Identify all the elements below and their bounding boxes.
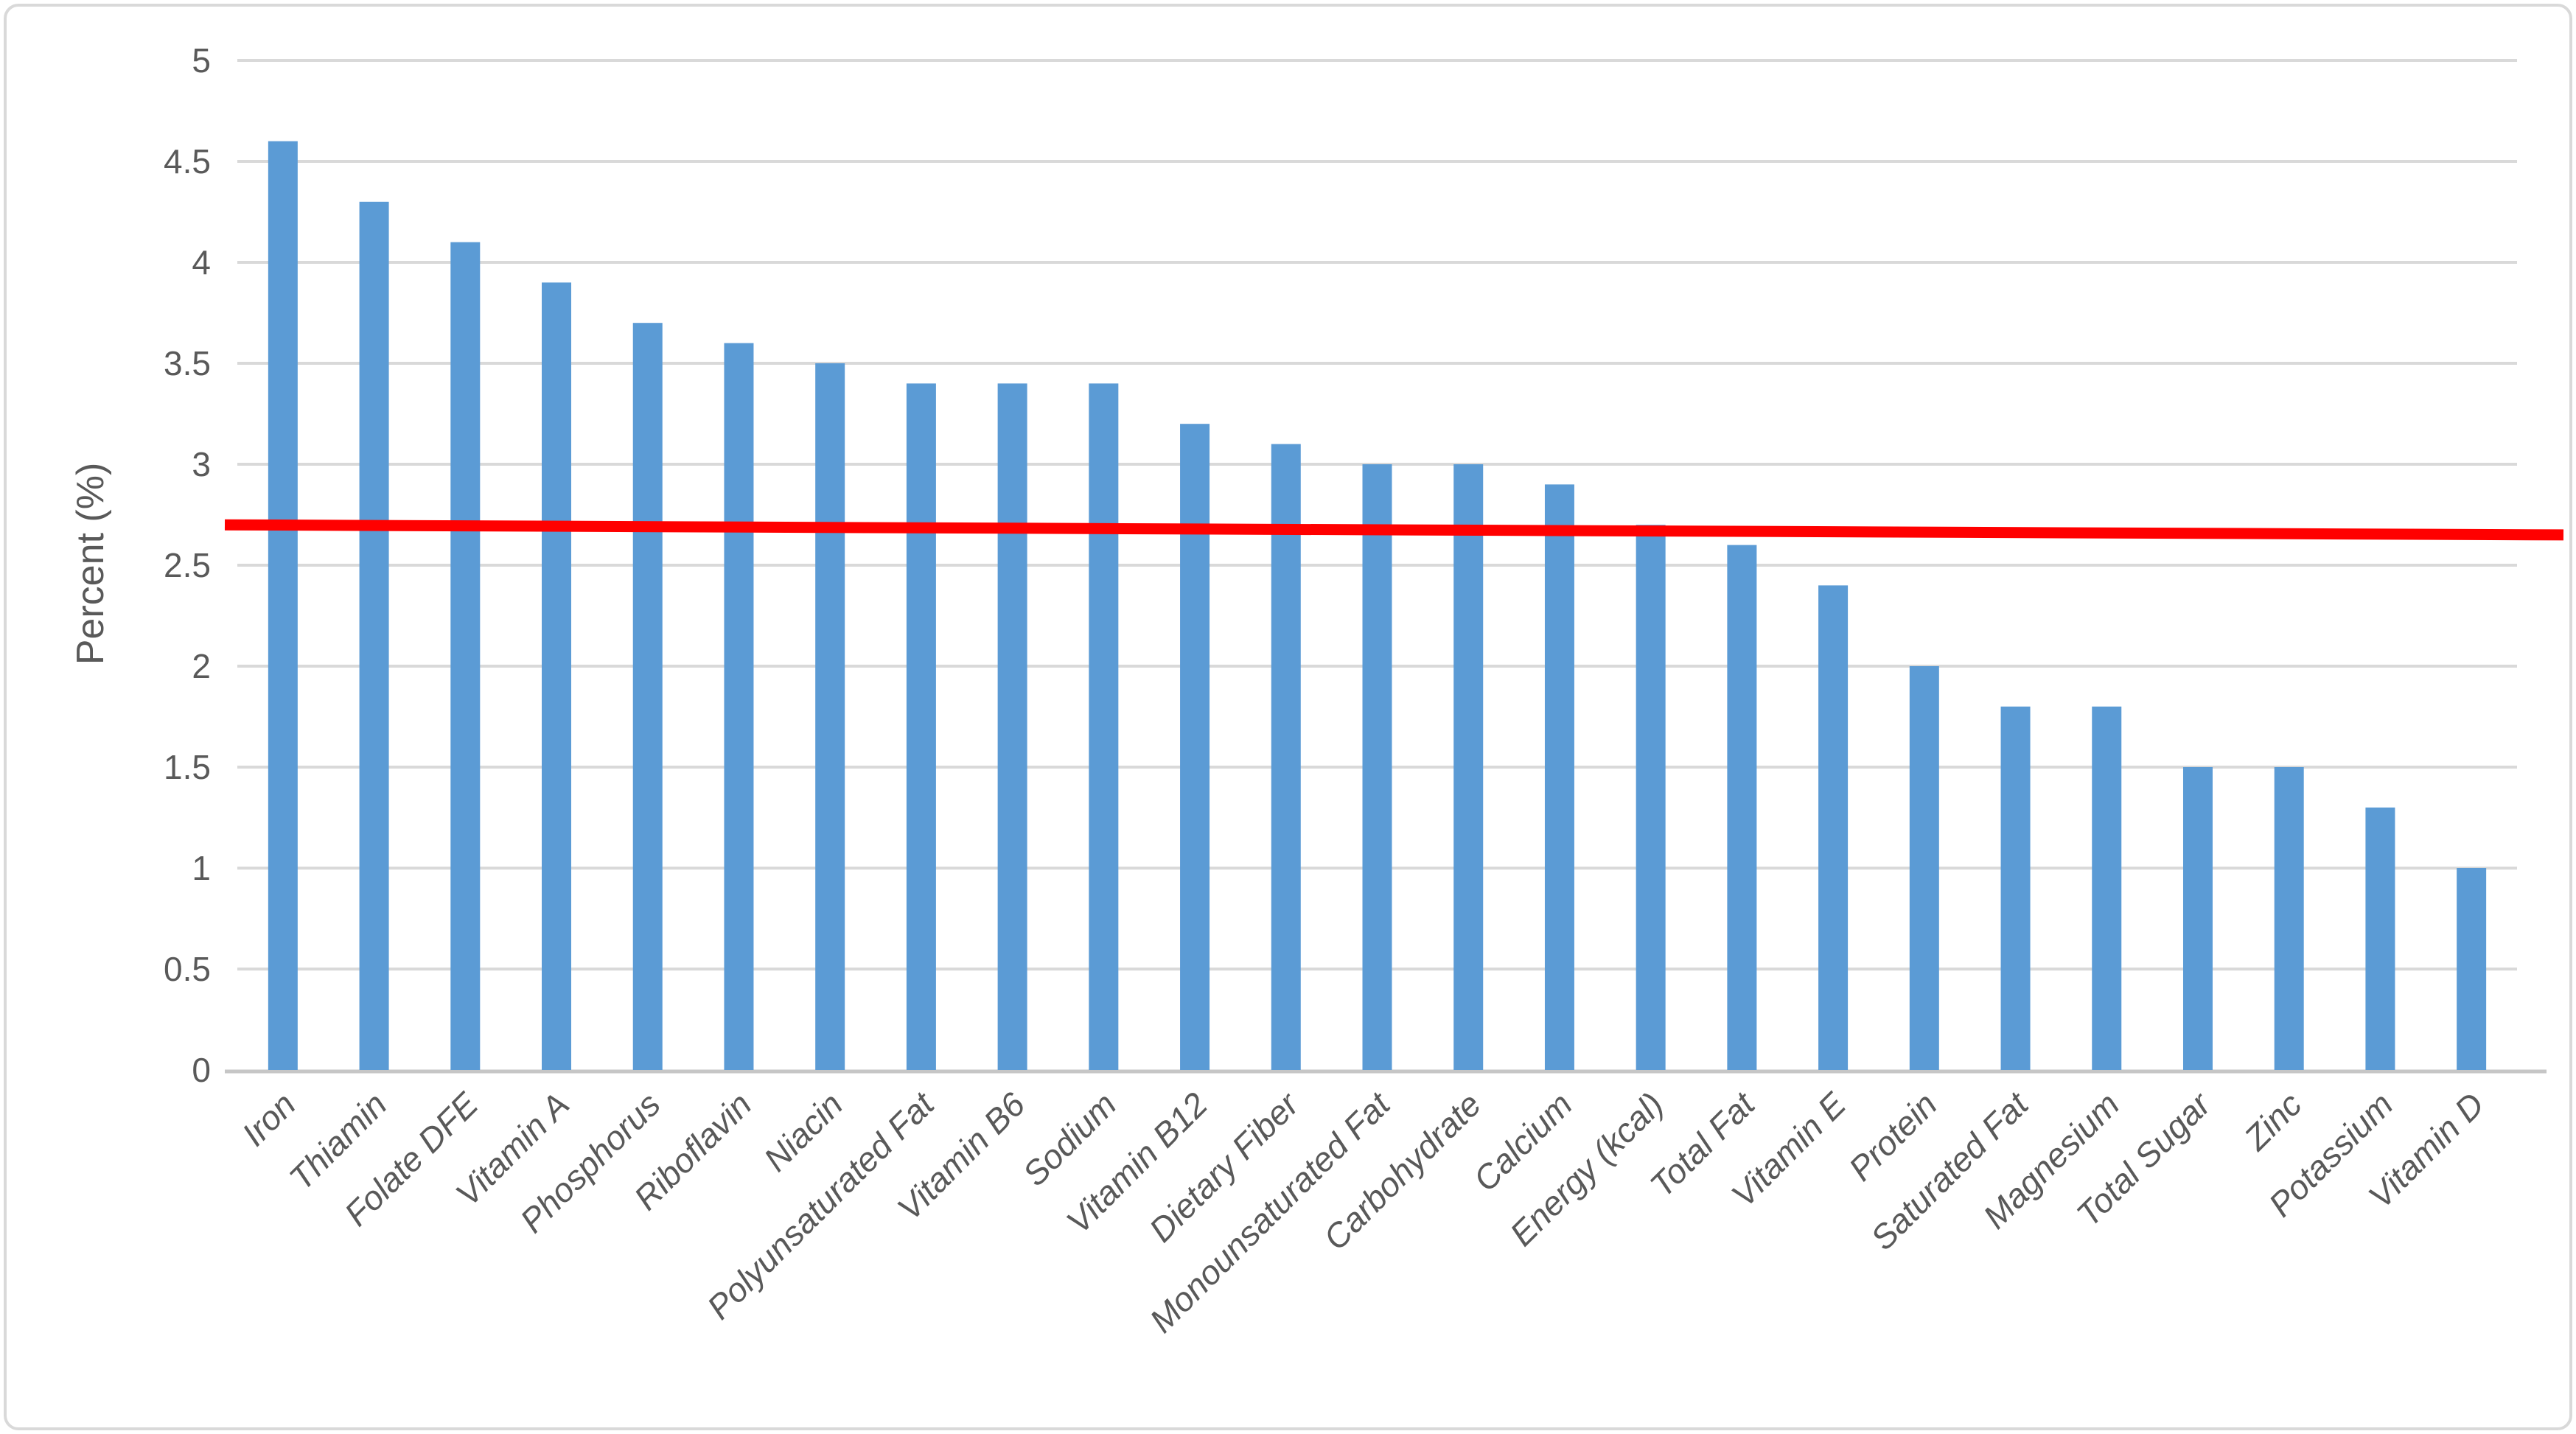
bar-folate-dfe	[450, 242, 481, 1071]
reference-line	[224, 519, 2564, 541]
bar-energy-kcal-	[1636, 525, 1666, 1070]
y-tick-label: 0	[192, 1051, 211, 1089]
reference-line-layer	[224, 519, 2564, 541]
y-axis-title: Percent (%)	[69, 463, 112, 665]
bar-vitamin-a	[542, 282, 572, 1070]
bar-calcium	[1544, 484, 1574, 1070]
bar-zinc	[2274, 767, 2304, 1070]
y-tick-label: 1.5	[164, 748, 211, 786]
bar-niacin	[815, 363, 845, 1070]
bar-vitamin-e	[1818, 585, 1849, 1070]
bar-riboflavin	[724, 343, 754, 1071]
y-tick-label: 5	[192, 41, 211, 80]
y-tick-label: 3	[192, 445, 211, 483]
y-tick-labels-layer: 0 0.5 1 1.5 2 2.5 3 3.5 4 4.5 5	[164, 41, 211, 1089]
bars-layer	[268, 141, 2487, 1071]
bar-phosphorus	[632, 323, 663, 1070]
y-tick-label: 4	[192, 243, 211, 281]
bar-saturated-fat	[2000, 706, 2031, 1070]
y-tick-label: 0.5	[164, 950, 211, 988]
bar-iron	[268, 141, 298, 1071]
bar-vitamin-d	[2457, 868, 2487, 1070]
y-tick-label: 1	[192, 849, 211, 887]
bar-vitamin-b6	[997, 383, 1027, 1070]
bar-potassium	[2365, 807, 2395, 1070]
y-tick-label: 4.5	[164, 142, 211, 181]
bar-sodium	[1089, 383, 1119, 1070]
y-tick-label: 2.5	[164, 546, 211, 584]
bar-vitamin-b12	[1180, 424, 1210, 1070]
bar-carbohydrate	[1453, 464, 1484, 1070]
bar-protein	[1909, 666, 1939, 1070]
bar-total-fat	[1727, 545, 1757, 1070]
bar-monounsaturated-fat	[1362, 464, 1392, 1070]
y-tick-label: 2	[192, 647, 211, 685]
bar-dietary-fiber	[1271, 444, 1301, 1070]
bar-magnesium	[2092, 706, 2122, 1070]
bar-total-sugar	[2182, 767, 2213, 1070]
bar-thiamin	[359, 201, 389, 1070]
bar-polyunsaturated-fat	[906, 383, 936, 1070]
y-tick-label: 3.5	[164, 344, 211, 382]
